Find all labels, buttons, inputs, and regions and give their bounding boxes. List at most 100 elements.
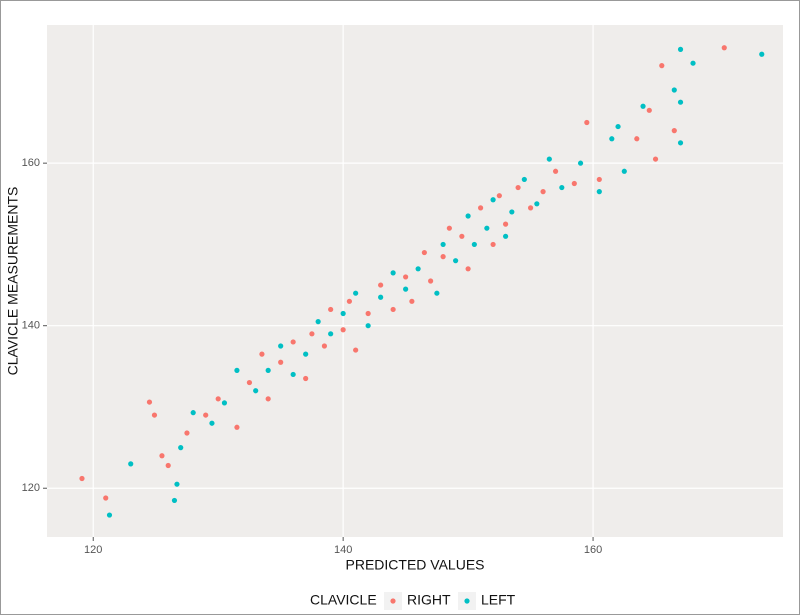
point <box>403 286 409 292</box>
point <box>640 103 646 109</box>
point <box>303 351 309 357</box>
point <box>303 375 309 382</box>
point <box>328 306 334 313</box>
point <box>328 331 334 337</box>
point <box>459 233 465 239</box>
point <box>79 475 85 482</box>
point <box>340 310 346 317</box>
point <box>484 225 490 231</box>
x-axis-title: PREDICTED VALUES <box>346 557 485 573</box>
point <box>106 512 113 518</box>
point <box>403 274 409 280</box>
legend-marker <box>390 598 396 604</box>
point <box>165 462 171 469</box>
point <box>534 201 540 207</box>
point <box>552 168 559 174</box>
point <box>246 379 253 386</box>
panel <box>47 25 783 537</box>
point <box>721 45 727 51</box>
point <box>265 367 271 373</box>
point <box>546 156 552 162</box>
point <box>440 241 446 248</box>
legend-title: CLAVICLE <box>310 592 377 608</box>
point <box>584 119 590 126</box>
point <box>571 180 577 187</box>
point <box>234 424 240 430</box>
point <box>278 359 284 365</box>
legend-label: LEFT <box>481 592 516 608</box>
point <box>453 258 459 264</box>
point <box>151 412 158 418</box>
point <box>615 123 621 130</box>
point <box>577 160 584 166</box>
point <box>346 298 352 304</box>
point <box>465 266 471 272</box>
point <box>502 233 509 239</box>
point <box>209 420 215 426</box>
point <box>203 412 209 418</box>
x-tick-label: 120 <box>84 544 102 556</box>
x-tick-label: 140 <box>334 544 352 556</box>
point <box>496 193 502 199</box>
point <box>446 225 452 231</box>
point <box>521 176 527 183</box>
point <box>174 481 180 487</box>
point <box>509 209 515 215</box>
point <box>378 282 384 288</box>
point <box>677 140 684 146</box>
point <box>340 327 346 333</box>
point <box>502 221 509 227</box>
point <box>103 495 109 501</box>
point <box>634 136 640 142</box>
point <box>221 400 228 406</box>
point <box>178 445 184 451</box>
point <box>353 347 359 353</box>
point <box>490 197 496 203</box>
point <box>265 396 271 402</box>
point <box>677 46 684 52</box>
point <box>527 205 534 211</box>
point <box>559 184 565 191</box>
point <box>215 396 221 402</box>
point <box>390 306 396 313</box>
point <box>596 189 602 195</box>
point <box>609 136 615 142</box>
point <box>259 351 265 357</box>
point <box>596 176 602 183</box>
point <box>309 331 315 337</box>
legend-label: RIGHT <box>407 592 451 608</box>
point <box>659 63 665 69</box>
y-tick-label: 120 <box>22 482 40 494</box>
point <box>515 184 521 191</box>
point <box>478 205 484 211</box>
point <box>234 367 240 373</box>
y-tick-label: 160 <box>22 157 40 169</box>
point <box>409 298 415 304</box>
point <box>621 168 627 174</box>
point <box>365 323 371 329</box>
point <box>190 410 196 416</box>
point <box>253 388 259 394</box>
point <box>290 339 296 345</box>
point <box>652 156 659 162</box>
point <box>415 266 421 272</box>
point <box>671 87 677 93</box>
point <box>428 278 434 284</box>
point <box>490 241 496 248</box>
point <box>390 270 396 276</box>
point <box>471 241 477 248</box>
point <box>465 213 471 219</box>
point <box>146 399 153 405</box>
point <box>759 51 765 57</box>
point <box>159 453 165 459</box>
x-tick-label: 160 <box>584 544 602 556</box>
point <box>677 99 684 105</box>
point <box>434 290 440 296</box>
y-axis-title: CLAVICLE MEASUREMENTS <box>5 187 21 376</box>
point <box>690 60 696 66</box>
point <box>128 461 134 467</box>
point <box>321 343 328 349</box>
point <box>440 254 446 260</box>
y-tick-label: 140 <box>22 320 40 332</box>
